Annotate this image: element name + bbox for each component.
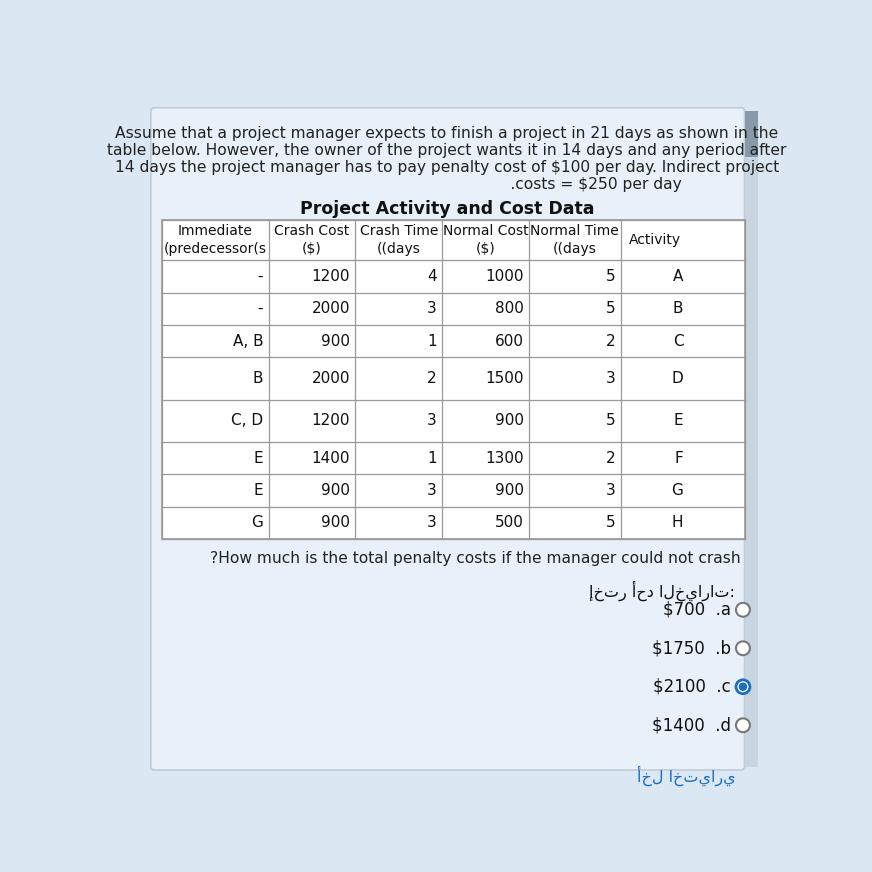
Text: 2: 2 [605, 333, 615, 349]
Circle shape [736, 641, 750, 655]
Text: 1500: 1500 [485, 371, 523, 386]
FancyBboxPatch shape [151, 108, 745, 770]
Text: C: C [672, 333, 684, 349]
Text: E: E [254, 483, 263, 498]
Text: 1200: 1200 [311, 413, 350, 428]
Bar [745, 111, 759, 157]
Text: ?How much is the total penalty costs if the manager could not crash: ?How much is the total penalty costs if … [210, 551, 740, 566]
Text: 5: 5 [605, 269, 615, 284]
Text: 3: 3 [605, 483, 615, 498]
Text: $1400  .d: $1400 .d [651, 716, 731, 734]
Text: B: B [673, 301, 684, 317]
Text: 1200: 1200 [311, 269, 350, 284]
Text: 5: 5 [605, 515, 615, 530]
Text: 1000: 1000 [485, 269, 523, 284]
Text: $1750  .b: $1750 .b [651, 639, 731, 657]
Text: 3: 3 [427, 413, 437, 428]
Circle shape [736, 719, 750, 732]
Text: C, D: C, D [231, 413, 263, 428]
Text: A, B: A, B [233, 333, 263, 349]
Text: Normal Time
((days: Normal Time ((days [530, 224, 619, 256]
Text: 900: 900 [321, 483, 350, 498]
Text: 2: 2 [427, 371, 437, 386]
Text: 2: 2 [605, 451, 615, 466]
Bar [161, 220, 745, 539]
Text: Assume that a project manager expects to finish a project in 21 days as shown in: Assume that a project manager expects to… [115, 126, 779, 141]
Text: 1: 1 [427, 333, 437, 349]
Text: .costs = $250 per day: .costs = $250 per day [213, 177, 681, 192]
Text: 3: 3 [427, 483, 437, 498]
Text: إختر أحد الخيارات:: إختر أحد الخيارات: [589, 581, 735, 601]
Text: G: G [251, 515, 263, 530]
Text: $700  .a: $700 .a [663, 601, 731, 619]
Text: 4: 4 [427, 269, 437, 284]
Text: G: G [671, 483, 684, 498]
Text: E: E [254, 451, 263, 466]
Text: -: - [258, 301, 263, 317]
Text: 3: 3 [427, 301, 437, 317]
Circle shape [736, 680, 750, 694]
Bar [745, 111, 759, 766]
Text: E: E [674, 413, 684, 428]
Text: 1300: 1300 [485, 451, 523, 466]
Text: Crash Cost
($): Crash Cost ($) [275, 224, 350, 256]
Text: 900: 900 [321, 333, 350, 349]
Circle shape [736, 603, 750, 617]
Text: 900: 900 [321, 515, 350, 530]
Text: 5: 5 [605, 413, 615, 428]
Text: أخل اختياري: أخل اختياري [637, 766, 735, 786]
Text: 5: 5 [605, 301, 615, 317]
Text: F: F [675, 451, 684, 466]
Circle shape [739, 683, 747, 691]
Text: Activity: Activity [629, 233, 681, 247]
Text: 1400: 1400 [311, 451, 350, 466]
Text: Immediate
(predecessor(s: Immediate (predecessor(s [164, 224, 267, 256]
Text: -: - [258, 269, 263, 284]
Text: 900: 900 [494, 483, 523, 498]
Text: Crash Time
((days: Crash Time ((days [359, 224, 438, 256]
Text: 3: 3 [605, 371, 615, 386]
Text: H: H [671, 515, 684, 530]
Text: table below. However, the owner of the project wants it in 14 days and any perio: table below. However, the owner of the p… [107, 143, 787, 158]
Text: 3: 3 [427, 515, 437, 530]
Text: D: D [671, 371, 684, 386]
Text: 600: 600 [494, 333, 523, 349]
Text: 2000: 2000 [311, 301, 350, 317]
Text: 2000: 2000 [311, 371, 350, 386]
Text: 800: 800 [494, 301, 523, 317]
Text: 900: 900 [494, 413, 523, 428]
Text: $2100  .c: $2100 .c [653, 678, 731, 696]
Text: A: A [673, 269, 684, 284]
Text: 1: 1 [427, 451, 437, 466]
Text: Project Activity and Cost Data: Project Activity and Cost Data [300, 200, 594, 218]
Text: Normal Cost
($): Normal Cost ($) [443, 224, 528, 256]
Text: 14 days the project manager has to pay penalty cost of $100 per day. Indirect pr: 14 days the project manager has to pay p… [115, 160, 779, 175]
Text: 500: 500 [494, 515, 523, 530]
Text: B: B [253, 371, 263, 386]
